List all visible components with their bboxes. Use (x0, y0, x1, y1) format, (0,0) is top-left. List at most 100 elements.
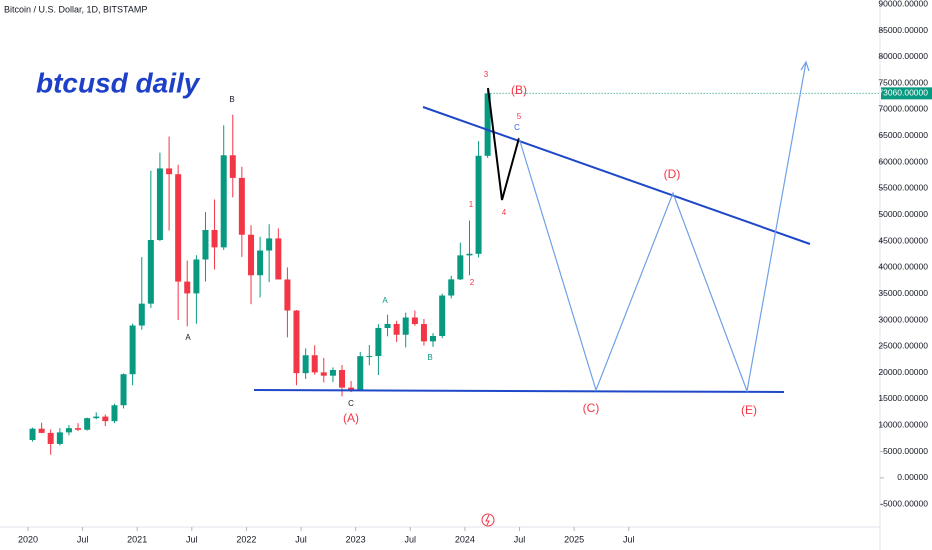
y-tick-label: 65000.00000 (878, 130, 928, 140)
x-tick-label: Jul (623, 534, 635, 544)
candle-body (266, 238, 273, 251)
candle-body (248, 234, 255, 276)
x-tick-label: Jul (514, 534, 526, 544)
candle-body (366, 356, 373, 358)
candle-body (466, 253, 473, 256)
y-tick-label: 0.00000 (897, 472, 928, 482)
candle-body (357, 356, 364, 391)
candle-body (302, 355, 309, 374)
y-tick-label: 40000.00000 (878, 262, 928, 272)
wave-label: B (427, 353, 432, 362)
candle-body (484, 93, 491, 156)
candle-body (329, 370, 336, 376)
x-tick-label: 2022 (236, 534, 256, 544)
event-icon[interactable] (481, 513, 495, 527)
candle-body (439, 295, 446, 336)
x-tick-label: 2023 (346, 534, 366, 544)
chart-title: btcusd daily (36, 67, 201, 98)
candle-body (29, 428, 36, 440)
candle-body (457, 255, 464, 280)
candle-body (238, 177, 245, 235)
candle-body (175, 174, 182, 282)
candle-body (138, 303, 145, 326)
y-tick-label: 60000.00000 (878, 156, 928, 166)
candle-body (275, 238, 282, 280)
candle-body (475, 155, 482, 254)
y-tick-label: 25000.00000 (878, 341, 928, 351)
candle-body (384, 323, 391, 328)
last-price-box (881, 87, 932, 100)
wave-path (487, 87, 520, 201)
candle-body (84, 418, 91, 430)
y-tick-label: 80000.00000 (878, 51, 928, 61)
y-tick-label: 20000.00000 (878, 367, 928, 377)
arrow-head (800, 60, 810, 72)
candle-body (311, 355, 318, 373)
candle-body (284, 279, 291, 311)
candle-body (129, 325, 136, 375)
candle-body (420, 324, 427, 342)
wave-label: C (514, 123, 520, 132)
projection-path (518, 61, 807, 394)
candle-body (38, 428, 45, 433)
y-tick-label: 15000.00000 (878, 393, 928, 403)
drawings: A B C (A) A B 1 2 3 4 5 C (B) (C) (D) (E) (185, 60, 811, 527)
y-tick-label: 50000.00000 (878, 209, 928, 219)
resistance-line (422, 106, 811, 245)
header: Bitcoin / U.S. Dollar, 1D, BITSTAMP (4, 4, 147, 14)
candle-body (184, 281, 191, 294)
candle-body (320, 372, 327, 376)
candle-body (211, 230, 218, 248)
x-tick-label: 2025 (564, 534, 584, 544)
candle-body (393, 323, 400, 335)
x-tick-label: 2021 (127, 534, 147, 544)
candle-body (47, 432, 54, 444)
x-tick-label: Jul (405, 534, 417, 544)
candle-body (430, 336, 437, 342)
wave-label: (C) (583, 401, 600, 415)
candle-body (166, 168, 173, 175)
wave-label: (D) (664, 167, 681, 181)
candle-body (65, 428, 72, 433)
y-tick-label: 85000.00000 (878, 25, 928, 35)
candle-body (375, 328, 382, 357)
wave-label: A (382, 296, 388, 305)
candle-body (411, 317, 418, 325)
candle-body (93, 416, 100, 419)
y-tick-label: -5000.00000 (880, 498, 928, 508)
candle-body (74, 428, 81, 430)
wave-label: B (229, 95, 234, 104)
candle-body (229, 155, 236, 178)
wave-label: 3 (484, 70, 489, 79)
candle-body (402, 317, 409, 335)
last-price-label: 73060.00000 (878, 88, 928, 98)
y-tick-label: 75000.00000 (878, 77, 928, 87)
x-tick-label: Jul (77, 534, 89, 544)
y-tick-label: 5000.00000 (883, 446, 928, 456)
y-tick-label: 70000.00000 (878, 104, 928, 114)
y-tick-label: 35000.00000 (878, 288, 928, 298)
candle-body (156, 168, 163, 240)
wave-label: 2 (470, 278, 475, 287)
candle-body (348, 387, 355, 391)
wave-label: A (185, 333, 191, 342)
candle-body (339, 370, 346, 388)
wave-label: C (348, 399, 354, 408)
wave-label: 4 (502, 208, 507, 217)
y-tick-label: 90000.00000 (878, 0, 928, 8)
candle-body (257, 250, 264, 276)
candle-body (193, 259, 200, 294)
event-icon-bolt (485, 514, 490, 526)
x-tick-label: Jul (186, 534, 198, 544)
x-tick-label: Jul (295, 534, 307, 544)
wave-label: 5 (517, 112, 522, 121)
candle-body (102, 416, 109, 422)
candle-body (448, 279, 455, 296)
candle-body (56, 432, 63, 444)
candle-body (111, 405, 118, 422)
x-tick-label: 2020 (18, 534, 38, 544)
y-tick-label: 10000.00000 (878, 420, 928, 430)
y-tick-label: 45000.00000 (878, 235, 928, 245)
